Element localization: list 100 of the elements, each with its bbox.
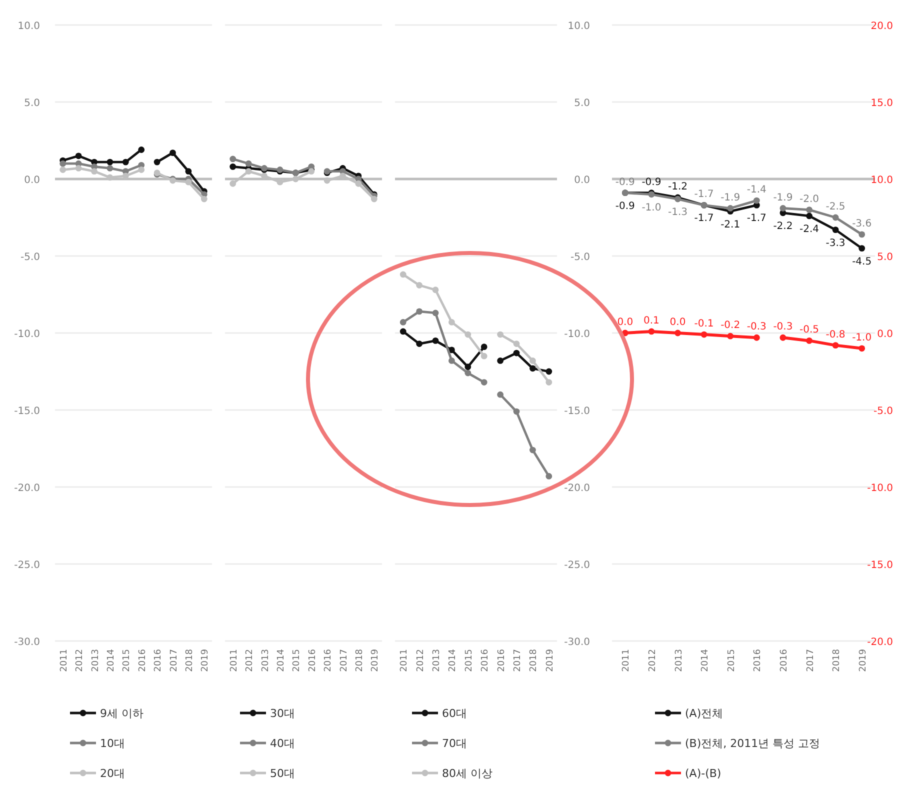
point	[91, 168, 98, 174]
legend-label: (A)-(B)	[685, 767, 722, 780]
point	[106, 158, 114, 166]
point	[432, 310, 439, 316]
y2-tick-label: -20.0	[867, 637, 893, 648]
y-tick-label: -15.0	[14, 406, 40, 417]
point	[370, 196, 378, 202]
x-tick-label: 2016	[308, 648, 318, 672]
legend-label: 20대	[100, 767, 125, 780]
data-label: -1.2	[668, 181, 688, 192]
y2-tick-label: 15.0	[870, 98, 893, 109]
legend-label: 50대	[270, 767, 295, 780]
point	[185, 168, 192, 174]
point	[464, 370, 472, 376]
y-tick-label: 0.0	[24, 175, 40, 186]
data-label: -1.7	[746, 213, 766, 224]
x-tick-label: 2017	[806, 649, 816, 672]
point	[230, 156, 236, 162]
x-tick-label: 2016	[496, 648, 507, 672]
data-label: 0.1	[643, 315, 660, 326]
point	[832, 226, 839, 234]
y-tick-label: -5.0	[570, 252, 590, 263]
point	[858, 245, 866, 252]
y-tick-label: 10.0	[18, 21, 40, 32]
legend-label: 30대	[270, 707, 295, 720]
x-tick-label: 2016	[154, 648, 164, 672]
point	[170, 150, 176, 156]
y-tick-label: -25.0	[564, 560, 590, 571]
data-label: -1.9	[773, 192, 793, 204]
point	[530, 446, 536, 454]
x-tick-label: 2015	[726, 649, 737, 672]
point	[480, 352, 488, 360]
legend-label: 40대	[270, 737, 295, 750]
point	[497, 331, 504, 338]
point	[806, 206, 812, 213]
point	[138, 146, 145, 153]
data-label: -1.7	[694, 189, 714, 200]
x-tick-label: 2015	[122, 649, 132, 672]
point	[245, 160, 252, 167]
y2-tick-label: 10.0	[870, 175, 893, 186]
point	[546, 368, 552, 375]
point	[106, 174, 114, 181]
x-tick-label: 2018	[354, 648, 365, 672]
y-tick-label: -30.0	[14, 637, 40, 648]
point	[806, 212, 812, 220]
x-tick-label: 2018	[832, 648, 842, 672]
x-tick-label: 2014	[448, 648, 458, 672]
x-tick-label: 2019	[858, 648, 868, 672]
x-tick-label: 2015	[292, 649, 302, 672]
data-label: -1.0	[852, 332, 872, 344]
y-tick-label: -15.0	[564, 406, 590, 417]
data-label: -3.6	[852, 218, 872, 230]
data-label: -2.4	[799, 224, 820, 235]
x-tick-label: 2011	[229, 649, 240, 672]
y-tick-label: -10.0	[14, 329, 40, 340]
point	[464, 331, 472, 338]
point	[432, 338, 439, 344]
point	[448, 346, 455, 354]
data-label: -0.3	[746, 322, 766, 333]
point	[200, 196, 208, 202]
point	[416, 282, 422, 288]
point	[122, 158, 129, 166]
point	[400, 328, 406, 335]
y-tick-label: -20.0	[564, 483, 590, 494]
data-label: -4.5	[852, 256, 872, 268]
point	[513, 408, 520, 415]
x-tick-label: 2016	[138, 648, 148, 672]
point	[513, 340, 520, 347]
y-tick-label: 10.0	[568, 21, 590, 32]
y2-tick-label: 0.0	[877, 329, 893, 340]
point	[106, 165, 114, 172]
data-label: -0.9	[642, 176, 662, 188]
legend-label: 9세 이하	[100, 707, 144, 720]
x-tick-label: 2016	[324, 648, 334, 672]
point	[480, 379, 488, 386]
data-label: -1.3	[668, 207, 688, 218]
x-tick-label: 2014	[276, 648, 286, 672]
point	[780, 205, 786, 212]
y-tick-label: -10.0	[564, 329, 590, 340]
x-tick-label: 2018	[184, 648, 195, 672]
y-tick-label: -5.0	[20, 252, 40, 263]
x-tick-label: 2019	[200, 648, 211, 672]
x-tick-label: 2019	[370, 648, 381, 672]
data-label: -0.5	[799, 324, 820, 336]
y-tick-label: -20.0	[14, 483, 40, 494]
point	[230, 163, 236, 170]
y2-tick-label: -15.0	[867, 560, 893, 571]
point	[727, 205, 734, 212]
point	[497, 358, 504, 364]
point	[858, 231, 866, 238]
x-tick-label: 2012	[75, 649, 86, 672]
x-tick-label: 2016	[779, 648, 790, 672]
point	[185, 178, 192, 186]
point	[324, 177, 330, 184]
x-tick-label: 2017	[169, 649, 180, 672]
point	[154, 158, 160, 166]
x-tick-label: 2012	[648, 649, 658, 672]
data-label: -1.4	[746, 184, 766, 196]
point	[448, 319, 455, 326]
legend-label: 70대	[442, 737, 467, 750]
